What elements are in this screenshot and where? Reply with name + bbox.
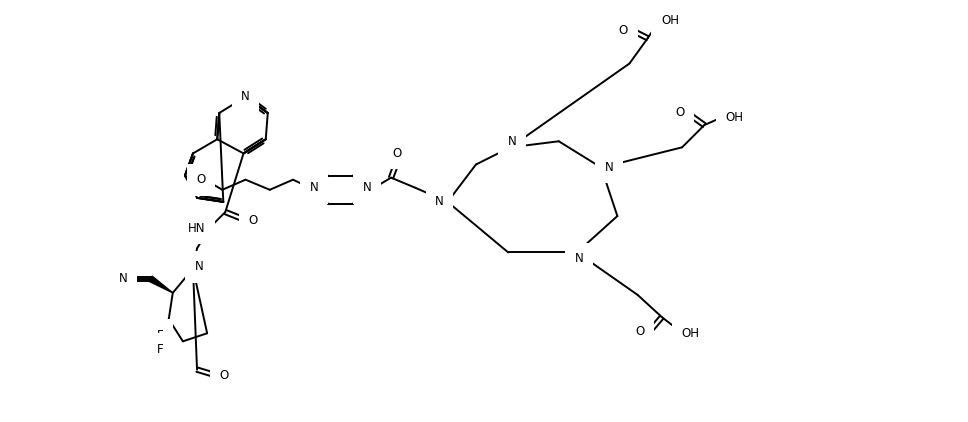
Text: F: F: [158, 343, 164, 356]
Text: O: O: [392, 147, 402, 160]
Text: N: N: [508, 135, 517, 148]
Text: O: O: [220, 369, 229, 382]
Text: N: N: [195, 260, 203, 273]
Text: O: O: [248, 214, 257, 227]
Text: OH: OH: [681, 327, 699, 340]
Text: N: N: [119, 272, 128, 285]
Text: N: N: [362, 181, 371, 194]
Text: OH: OH: [661, 14, 679, 27]
Text: F: F: [158, 329, 164, 342]
Text: O: O: [635, 325, 645, 338]
Text: OH: OH: [726, 111, 743, 124]
Text: N: N: [436, 195, 444, 208]
Text: N: N: [241, 90, 250, 103]
Text: O: O: [619, 24, 628, 37]
Text: N: N: [605, 161, 614, 174]
Text: HN: HN: [189, 222, 206, 235]
Text: O: O: [197, 173, 206, 186]
Text: N: N: [310, 181, 318, 194]
Text: N: N: [575, 252, 584, 265]
Text: N: N: [241, 90, 250, 103]
Text: O: O: [676, 106, 684, 119]
Polygon shape: [149, 276, 172, 293]
